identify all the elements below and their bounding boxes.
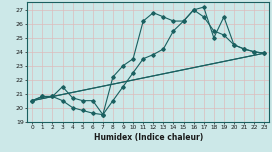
X-axis label: Humidex (Indice chaleur): Humidex (Indice chaleur): [94, 133, 203, 142]
